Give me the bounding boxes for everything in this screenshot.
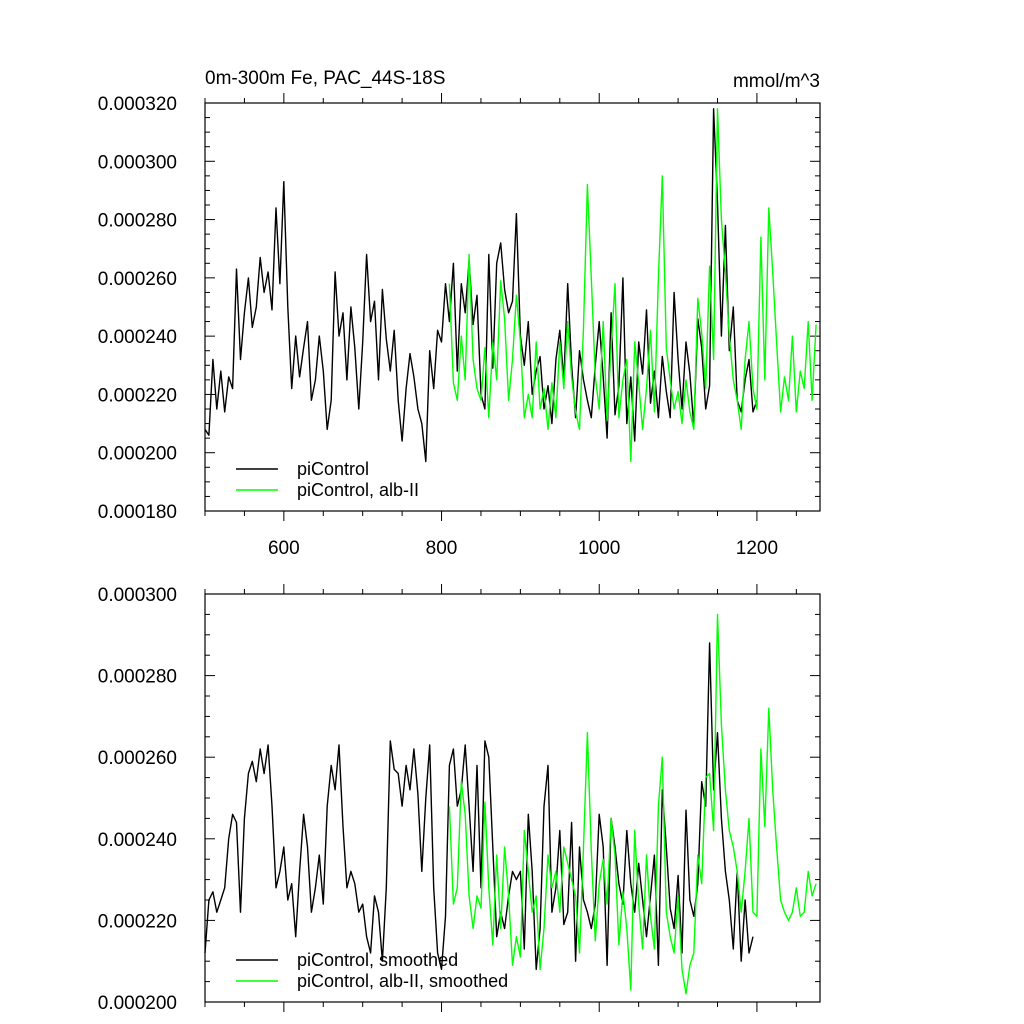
y-tick-label: 0.000300 — [98, 152, 177, 173]
chart-title: 0m-300m Fe, PAC_44S-18S — [205, 68, 445, 89]
series-line-1 — [448, 613, 817, 995]
y-tick-label: 0.000200 — [98, 993, 177, 1014]
axis-ticks-top: 0.000180 0.000200 0.000220 0.000240 0.000260… — [98, 93, 820, 559]
y-tick-label: 0.000220 — [98, 385, 177, 406]
series-line-0 — [204, 642, 754, 971]
series-group-bottom — [204, 613, 817, 995]
units-label: mmol/m^3 — [733, 71, 820, 92]
top-panel: 0m-300m Fe, PAC_44S-18S mmol/m^3 0.00018… — [98, 68, 821, 559]
y-tick-label: 0.000260 — [98, 748, 177, 769]
y-tick-label: 0.000300 — [98, 585, 177, 606]
bottom-panel: 0.000200 0.000220 0.000240 0.000260 0.000280… — [98, 584, 821, 1014]
y-tick-label: 0.000320 — [98, 94, 177, 115]
series-line-1 — [448, 108, 817, 463]
legend-label: piControl — [297, 459, 369, 479]
axis-ticks-bottom: 0.000200 0.000220 0.000240 0.000260 0.000280… — [98, 584, 820, 1014]
legend-label: piControl, alb-II — [297, 480, 419, 500]
y-tick-label: 0.000240 — [98, 830, 177, 851]
y-tick-label: 0.000220 — [98, 911, 177, 932]
legend-label: piControl, alb-II, smoothed — [297, 971, 508, 991]
y-tick-label: 0.000280 — [98, 667, 177, 688]
y-tick-label: 0.000180 — [98, 502, 177, 523]
x-tick-label: 1200 — [736, 538, 778, 559]
y-tick-label: 0.000280 — [98, 211, 177, 232]
series-group-top — [204, 108, 817, 463]
x-tick-label: 800 — [426, 538, 458, 559]
y-tick-label: 0.000260 — [98, 269, 177, 290]
x-tick-label: 1000 — [578, 538, 620, 559]
legend-label: piControl, smoothed — [297, 950, 458, 970]
x-tick-label: 600 — [268, 538, 300, 559]
y-tick-label: 0.000240 — [98, 327, 177, 348]
y-tick-label: 0.000200 — [98, 444, 177, 465]
plot-frame-bottom — [204, 593, 821, 1003]
